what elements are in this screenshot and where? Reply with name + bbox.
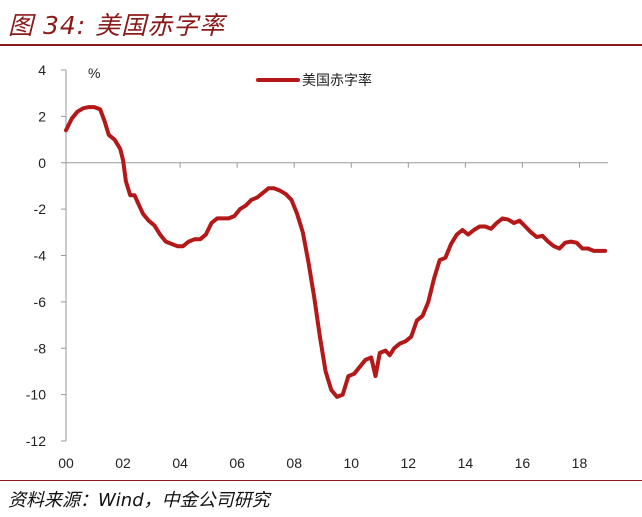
y-tick-label: -8 (34, 340, 47, 356)
x-tick-label: 00 (58, 455, 74, 471)
legend-label: 美国赤字率 (302, 72, 372, 89)
x-tick-label: 02 (115, 455, 131, 471)
y-tick-label: -12 (26, 433, 46, 449)
title-divider (0, 44, 642, 46)
y-tick-label: -2 (34, 201, 47, 217)
y-tick-label: 2 (38, 108, 46, 124)
source-divider (0, 480, 642, 481)
y-tick-label: -4 (34, 248, 47, 264)
x-tick-label: 12 (401, 455, 417, 471)
y-tick-label: 4 (38, 62, 46, 78)
y-tick-label: 0 (38, 155, 46, 171)
x-tick-label: 18 (572, 455, 588, 471)
line-chart: 4 2 0 -2 -4 -6 -8 -10 -12 00 02 04 06 08 10 12 14 16 18 %… (26, 62, 608, 471)
legend: 美国赤字率 (256, 72, 372, 89)
x-tick-label: 08 (286, 455, 302, 471)
x-tick-label: 10 (343, 455, 359, 471)
x-tick-label: 14 (458, 455, 474, 471)
x-tick-label: 16 (515, 455, 531, 471)
y-axis-unit-label: % (88, 65, 100, 81)
y-axis: 4 2 0 -2 -4 -6 -8 -10 -12 (26, 62, 67, 449)
series-layer (64, 105, 608, 399)
y-tick-label: -10 (26, 387, 46, 403)
source-note: 资料来源：Wind，中金公司研究 (8, 490, 270, 511)
series-line-deficit-ratio (64, 105, 608, 399)
figure-title: 图 34: 美国赤字率 (8, 11, 226, 40)
x-tick-label: 06 (229, 455, 245, 471)
y-tick-label: -6 (34, 294, 47, 310)
x-axis: 00 02 04 06 08 10 12 14 16 18 (58, 162, 608, 471)
x-tick-label: 04 (172, 455, 188, 471)
